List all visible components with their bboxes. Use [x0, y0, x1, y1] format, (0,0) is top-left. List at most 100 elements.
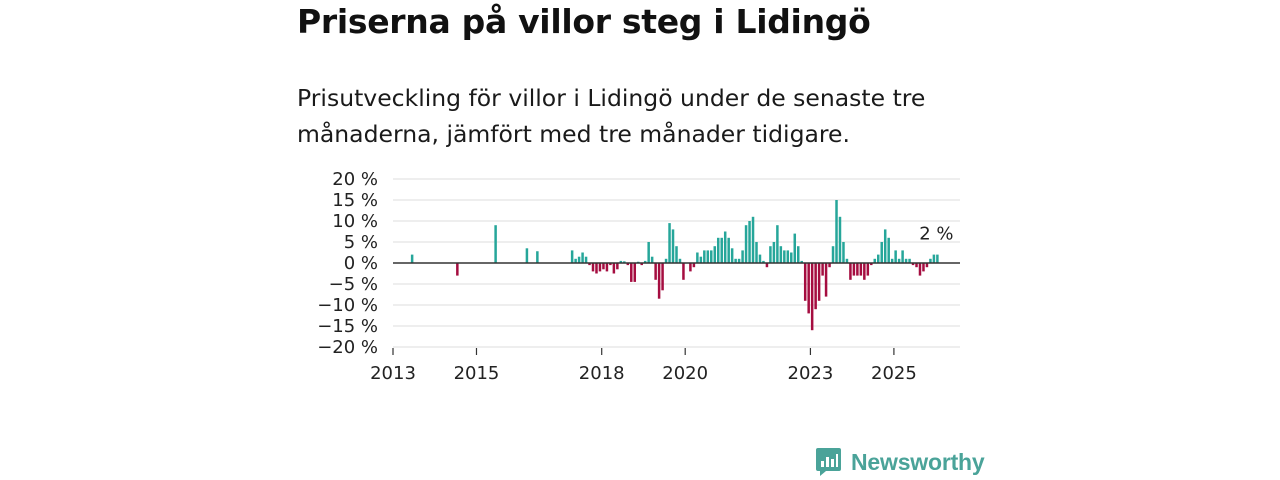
- bar: [536, 251, 539, 263]
- bar: [650, 256, 654, 263]
- bar: [577, 256, 581, 263]
- bar: [831, 246, 835, 263]
- x-axis: 2013 2015 2018 2020 2023 2025: [370, 348, 917, 384]
- bar: [918, 263, 922, 276]
- bar: [835, 200, 838, 263]
- bar: [908, 258, 911, 263]
- bar: [807, 263, 810, 314]
- x-tick-label: 2020: [662, 363, 708, 384]
- bar: [657, 263, 661, 299]
- bar: [824, 263, 828, 297]
- bar: [821, 263, 824, 276]
- bar: [671, 229, 675, 263]
- bar: [904, 258, 908, 263]
- bar: [675, 246, 678, 263]
- bar: [894, 250, 897, 263]
- bar: [616, 263, 619, 270]
- bar: [769, 246, 772, 263]
- bars: [410, 200, 939, 331]
- bar: [633, 263, 637, 282]
- bar: [936, 254, 939, 263]
- bar: [897, 258, 901, 263]
- x-tick-label: 2015: [454, 363, 500, 384]
- bar: [838, 216, 842, 263]
- bar: [883, 229, 887, 263]
- y-tick-label: −5 %: [329, 274, 378, 295]
- bar: [612, 263, 616, 274]
- bar: [727, 237, 730, 263]
- bar: [852, 263, 856, 276]
- bar: [699, 256, 703, 263]
- bar: [623, 261, 626, 263]
- bar: [758, 254, 762, 263]
- bar: [856, 263, 859, 276]
- bar: [692, 263, 696, 268]
- bar: [790, 252, 793, 263]
- bar: [887, 237, 890, 263]
- bar: [598, 263, 602, 272]
- bar: [525, 248, 529, 263]
- bar: [682, 263, 685, 280]
- bar: [668, 223, 671, 263]
- bar: [797, 246, 800, 263]
- bar: [776, 225, 779, 263]
- bar: [748, 221, 751, 263]
- bar: [859, 263, 863, 276]
- bar: [793, 233, 797, 263]
- bar: [901, 250, 904, 263]
- bar: [877, 254, 880, 263]
- bar: [772, 242, 776, 263]
- bar: [654, 263, 657, 280]
- bar: [863, 263, 866, 280]
- bar: [922, 263, 925, 272]
- bar: [929, 258, 932, 263]
- bar: [570, 250, 574, 263]
- bar: [703, 250, 706, 263]
- bar: [783, 250, 786, 263]
- bar: [786, 250, 790, 263]
- bar: [581, 252, 584, 263]
- bar: [630, 263, 633, 282]
- bar: [751, 216, 755, 263]
- bar: [915, 263, 918, 268]
- bar: [737, 258, 741, 263]
- bar: [723, 231, 727, 263]
- y-tick-label: 5 %: [344, 232, 378, 253]
- bar: [762, 260, 765, 263]
- bar: [643, 260, 647, 263]
- annotations: 2 %: [919, 224, 953, 245]
- bar: [609, 263, 612, 266]
- x-tick-label: 2018: [579, 363, 625, 384]
- bar: [911, 263, 915, 266]
- bar: [595, 263, 598, 274]
- bar: [626, 263, 630, 266]
- bar: [932, 254, 936, 263]
- bar: [713, 246, 717, 263]
- brand: Newsworthy: [815, 445, 985, 479]
- bar: [602, 263, 605, 270]
- bar: [880, 242, 883, 263]
- bar: [689, 263, 692, 272]
- bar: [647, 242, 650, 263]
- bar: [849, 263, 852, 280]
- bar: [828, 263, 831, 268]
- bar: [755, 242, 758, 263]
- bar: [456, 263, 459, 276]
- bar: [890, 258, 894, 263]
- bar: [730, 248, 734, 263]
- bar: [744, 225, 748, 263]
- bar: [925, 263, 929, 268]
- brand-name: Newsworthy: [851, 448, 985, 475]
- x-tick-label: 2023: [788, 363, 834, 384]
- bar: [779, 246, 783, 263]
- bar: [814, 263, 817, 310]
- bar: [800, 260, 803, 263]
- y-tick-label: −15 %: [317, 316, 378, 337]
- bar: [741, 250, 744, 263]
- y-tick-label: 15 %: [332, 190, 378, 211]
- bar: [803, 263, 807, 301]
- bar: [640, 263, 643, 266]
- y-tick-label: −20 %: [317, 337, 378, 358]
- bar: [842, 242, 845, 263]
